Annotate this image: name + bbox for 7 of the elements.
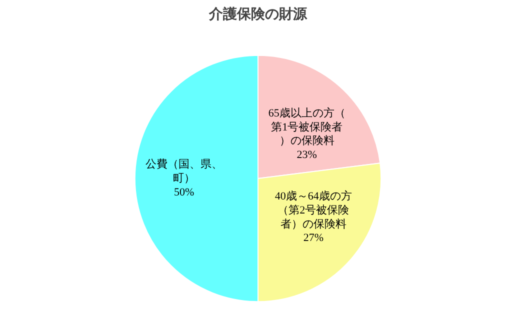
slice-label: 65歳以上の方（第1号被保険者）の保険料: [268, 106, 346, 148]
data-label: 23%: [296, 149, 317, 162]
data-label: 27%: [303, 232, 324, 244]
data-label: 50%: [174, 186, 194, 198]
slice-label: 40歳～64歳の方（第2号被保険者）の保険料: [274, 190, 352, 230]
slice-label: 公費（国、県、町）: [146, 158, 223, 184]
chart-title: 介護保険の財源: [208, 6, 308, 22]
